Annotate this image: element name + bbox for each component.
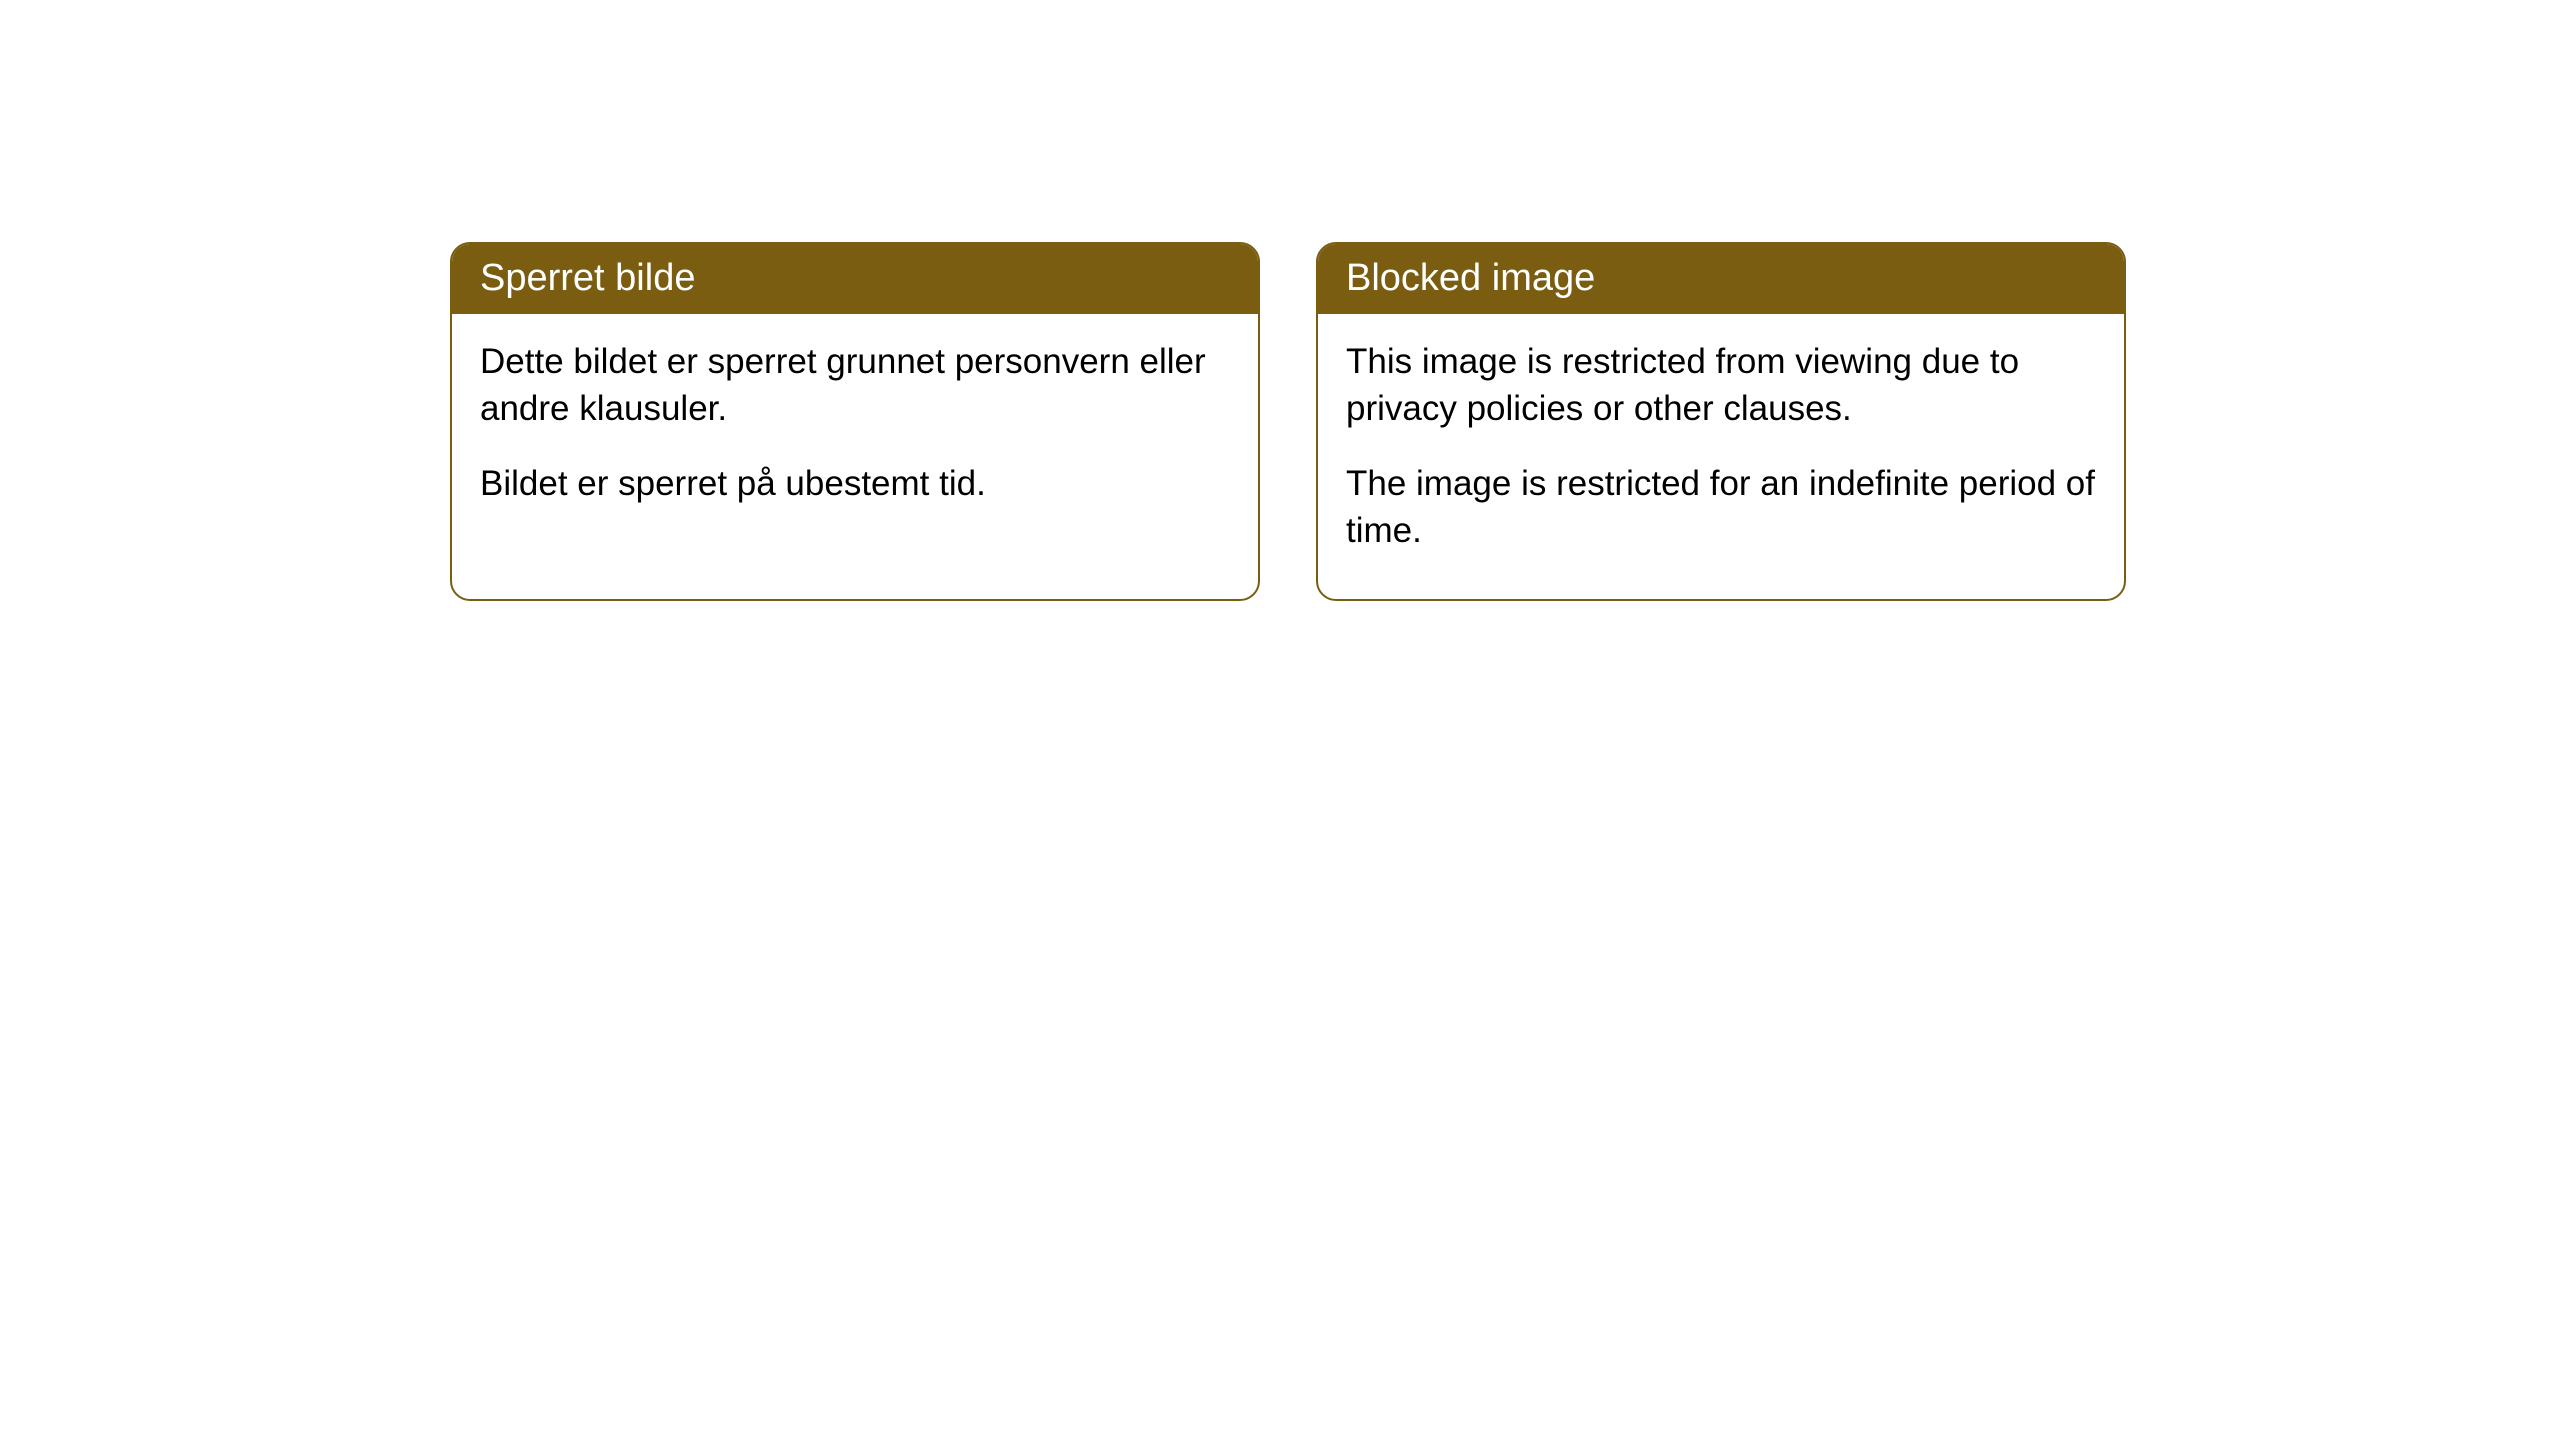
card-paragraph: Dette bildet er sperret grunnet personve…: [480, 338, 1230, 433]
card-paragraph: The image is restricted for an indefinit…: [1346, 460, 2096, 555]
card-body: Dette bildet er sperret grunnet personve…: [452, 314, 1258, 552]
card-header: Blocked image: [1318, 244, 2124, 314]
card-paragraph: This image is restricted from viewing du…: [1346, 338, 2096, 433]
notice-card-english: Blocked image This image is restricted f…: [1316, 242, 2126, 601]
card-header: Sperret bilde: [452, 244, 1258, 314]
card-title: Blocked image: [1346, 257, 1595, 299]
notice-card-norwegian: Sperret bilde Dette bildet er sperret gr…: [450, 242, 1260, 601]
card-title: Sperret bilde: [480, 257, 695, 299]
notice-cards-container: Sperret bilde Dette bildet er sperret gr…: [450, 242, 2126, 601]
card-body: This image is restricted from viewing du…: [1318, 314, 2124, 599]
card-paragraph: Bildet er sperret på ubestemt tid.: [480, 460, 1230, 507]
